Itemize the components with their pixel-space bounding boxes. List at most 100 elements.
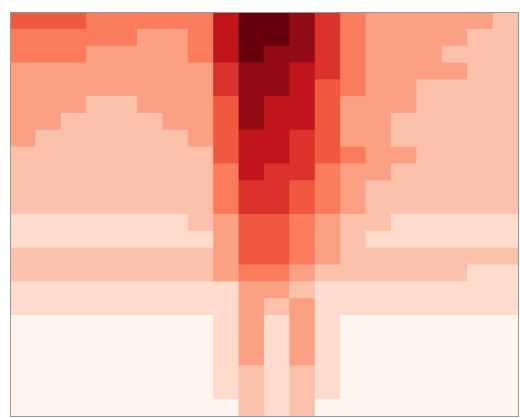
heat-cell: [10, 197, 36, 215]
heat-cell: [314, 62, 341, 80]
heat-cell: [213, 331, 240, 350]
heat-cell: [416, 281, 443, 299]
heat-cell: [213, 62, 240, 80]
heat-cell: [35, 163, 62, 181]
heat-cell: [314, 45, 341, 63]
heat-cell: [162, 281, 189, 299]
heat-cell: [340, 281, 367, 299]
heat-cell: [213, 264, 240, 282]
heat-cell: [441, 146, 468, 164]
heat-cell: [60, 382, 87, 400]
heat-cell: [111, 348, 138, 366]
heat-cell: [314, 12, 341, 30]
heat-cell: [467, 146, 494, 164]
heat-cell: [137, 12, 163, 30]
heat-cell: [60, 331, 87, 350]
heat-cell: [35, 365, 62, 383]
heat-cell: [213, 146, 240, 164]
heat-cell: [467, 382, 494, 400]
heat-cell: [10, 113, 36, 131]
heat-cell: [289, 129, 316, 148]
heat-cell: [60, 163, 87, 181]
heat-cell: [492, 230, 519, 249]
heat-cell: [314, 96, 341, 114]
heat-cell: [492, 365, 519, 383]
heat-cell: [391, 28, 417, 47]
heat-cell: [187, 197, 214, 215]
heat-cell: [35, 96, 62, 114]
heat-cell: [391, 230, 417, 249]
heat-cell: [60, 315, 87, 333]
heat-cell: [314, 382, 341, 400]
heat-cell: [60, 12, 87, 30]
heat-cell: [391, 163, 417, 181]
heat-cell: [187, 28, 214, 47]
heat-cell: [416, 331, 443, 350]
heat-cell: [213, 12, 240, 30]
heat-cell: [289, 28, 316, 47]
heat-cell: [86, 163, 113, 181]
heat-cell: [86, 45, 113, 63]
heat-cell: [365, 12, 392, 30]
heat-cell: [86, 315, 113, 333]
heat-cell: [162, 113, 189, 131]
heat-cell: [187, 315, 214, 333]
heat-cell: [264, 62, 290, 80]
heat-cell: [162, 365, 189, 383]
heat-cell: [10, 180, 36, 198]
heat-cell: [238, 28, 265, 47]
heat-cell: [10, 348, 36, 366]
heat-cell: [187, 45, 214, 63]
heat-cell: [162, 96, 189, 114]
heat-cell: [416, 399, 443, 417]
heat-cell: [213, 214, 240, 232]
heat-cell: [467, 79, 494, 97]
heat-cell: [264, 247, 290, 265]
heat-cell: [35, 331, 62, 350]
heat-cell: [10, 281, 36, 299]
heat-cell: [289, 197, 316, 215]
heat-cell: [60, 247, 87, 265]
heat-cell: [187, 365, 214, 383]
heat-cell: [467, 315, 494, 333]
heat-cell: [137, 382, 163, 400]
heat-cell: [340, 79, 367, 97]
heat-cell: [416, 163, 443, 181]
heat-cell: [60, 281, 87, 299]
heat-cell: [86, 28, 113, 47]
heat-cell: [35, 247, 62, 265]
heat-cell: [111, 365, 138, 383]
heat-cell: [441, 247, 468, 265]
heat-cell: [365, 281, 392, 299]
heat-cell: [238, 45, 265, 63]
heat-cell: [213, 28, 240, 47]
heat-cell: [391, 129, 417, 148]
heat-cell: [35, 230, 62, 249]
heat-cell: [289, 12, 316, 30]
heat-cell: [289, 281, 316, 299]
heat-cell: [441, 331, 468, 350]
heat-cell: [10, 230, 36, 249]
heat-cell: [162, 348, 189, 366]
heat-cell: [238, 129, 265, 148]
heat-cell: [441, 28, 468, 47]
heat-cell: [289, 315, 316, 333]
heat-cell: [10, 163, 36, 181]
heat-cell: [35, 129, 62, 148]
heat-cell: [35, 382, 62, 400]
heat-cell: [314, 180, 341, 198]
heat-cell: [441, 399, 468, 417]
heat-cell: [264, 28, 290, 47]
heat-cell: [111, 197, 138, 215]
heat-cell: [137, 146, 163, 164]
heat-cell: [441, 214, 468, 232]
heat-cell: [111, 180, 138, 198]
heat-cell: [391, 281, 417, 299]
heat-cell: [162, 264, 189, 282]
heat-cell: [416, 348, 443, 366]
heat-cell: [441, 230, 468, 249]
heat-cell: [416, 230, 443, 249]
heat-cell: [467, 281, 494, 299]
heat-cell: [213, 281, 240, 299]
heat-cell: [314, 281, 341, 299]
